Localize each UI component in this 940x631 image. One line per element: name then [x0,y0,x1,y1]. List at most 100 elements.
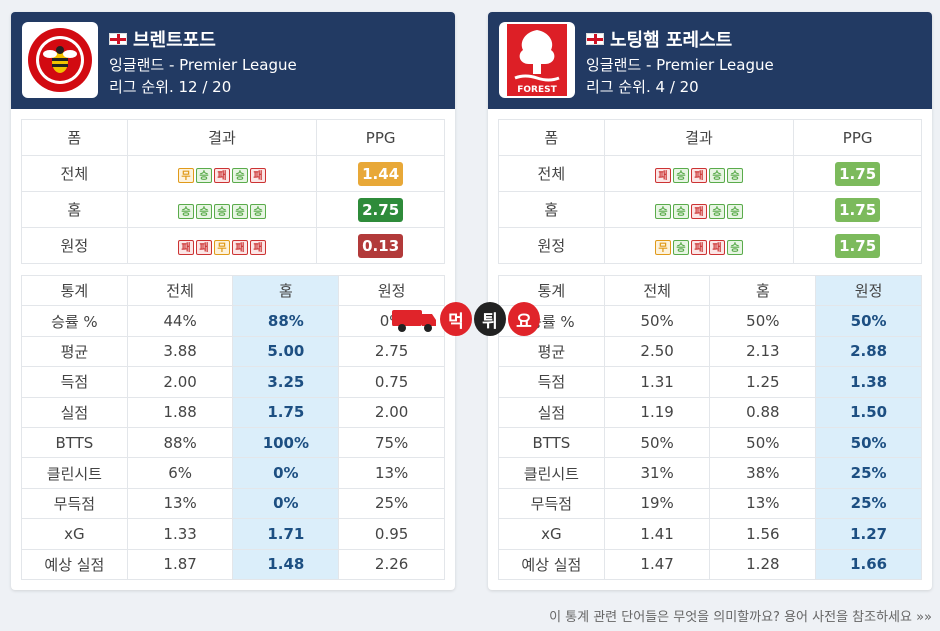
result-badge: 승 [195,167,212,183]
stats-value: 1.38 [815,366,922,398]
stats-value: 2.50 [603,335,711,368]
stats-label: 무득점 [498,487,605,520]
stats-value: 19% [603,487,711,520]
stats-value: 5.00 [232,335,340,368]
england-flag-icon [586,33,604,45]
truck-icon [390,304,438,334]
stats-value: 44% [126,305,234,337]
stats-value: 2.00 [338,396,445,428]
stats-value: 3.88 [126,335,234,368]
stats-row: xG 1.41 1.56 1.27 [498,518,922,550]
stats-value: 13% [709,487,817,520]
stats-label: 무득점 [21,487,128,520]
stats-row: BTTS 50% 50% 50% [498,426,922,459]
stats-label: 득점 [21,366,128,398]
stats-label: 예상 실점 [21,548,128,580]
ppg-badge: 1.75 [835,197,881,222]
result-badge: 승 [177,203,194,219]
stats-label: 승률 % [21,305,128,337]
stats-row: 승률 % 50% 50% 50% [498,305,922,337]
result-badge: 승 [654,203,671,219]
result-badge: 승 [708,203,725,219]
team-header: 브렌트포드 잉글랜드 - Premier League 리그 순위. 12 / … [11,12,455,109]
stats-label: 실점 [21,396,128,428]
stats-row: 클린시트 6% 0% 13% [21,457,445,489]
stats-label: 득점 [498,366,605,398]
stats-row: BTTS 88% 100% 75% [21,426,445,459]
nottingham-forest-logo: FOREST [499,22,575,98]
stats-value: 50% [815,426,922,459]
result-badge: 승 [249,203,266,219]
stats-value: 1.75 [232,396,340,428]
stats-value: 50% [815,305,922,337]
team-name[interactable]: 브렌트포드 [109,26,216,52]
result-badge: 승 [672,203,689,219]
result-badge: 승 [231,203,248,219]
form-row-label: 전체 [498,155,605,192]
result-badge: 무 [654,239,671,255]
glossary-link[interactable]: 이 통계 관련 단어들은 무엇을 의미할까요? 용어 사전을 참조하세요 »» [549,610,932,625]
stats-value: 25% [338,487,445,520]
stats-value: 100% [232,426,340,459]
result-badge: 승 [726,239,743,255]
form-row-label: 홈 [498,191,605,228]
stats-value: 75% [338,426,445,459]
stats-label: 클린시트 [498,457,605,489]
stats-value: 1.27 [815,518,922,550]
stats-label: 평균 [498,335,605,368]
form-header-form: 폼 [498,119,605,156]
stats-value: 1.56 [709,518,817,550]
form-header-ppg: PPG [316,119,445,156]
stats-value: 1.47 [603,548,711,580]
stats-row: 득점 2.00 3.25 0.75 [21,366,445,398]
stats-value: 2.88 [815,335,922,368]
brentford-logo [22,22,98,98]
ppg-badge: 2.75 [358,197,404,222]
form-header-result: 결과 [603,119,795,156]
result-badge: 패 [231,239,248,255]
result-badge: 승 [213,203,230,219]
result-badge: 승 [708,167,725,183]
stats-value: 50% [603,426,711,459]
team-league: 잉글랜드 - Premier League [109,56,297,74]
result-badge: 패 [177,239,194,255]
stats-value: 1.31 [603,366,711,398]
ppg-badge: 0.13 [358,233,404,258]
result-badge: 패 [213,167,230,183]
stats-value: 1.19 [603,396,711,428]
watermark-char: 튀 [474,302,506,336]
watermark-char: 먹 [440,302,472,336]
stats-value: 1.50 [815,396,922,428]
stats-row: 예상 실점 1.47 1.28 1.66 [498,548,922,580]
result-badge: 패 [690,167,707,183]
result-badge: 승 [231,167,248,183]
stats-value: 50% [709,305,817,337]
stats-header: 통계 [21,274,128,307]
form-row-label: 홈 [21,191,128,228]
team-rank: 리그 순위. 4 / 20 [586,78,699,96]
form-header-ppg: PPG [793,119,922,156]
team-header: FOREST 노팅햄 포레스트 잉글랜드 - Premier League 리그… [488,12,932,109]
stats-value: 0% [232,457,340,489]
stats-row: 무득점 13% 0% 25% [21,487,445,520]
team-name[interactable]: 노팅햄 포레스트 [586,26,732,52]
stats-value: 1.41 [603,518,711,550]
result-badge: 패 [249,239,266,255]
stats-row: 평균 2.50 2.13 2.88 [498,335,922,368]
ppg-badge: 1.44 [358,161,404,186]
stats-header: 홈 [709,274,817,307]
stats-value: 1.66 [815,548,922,580]
stats-label: xG [498,518,605,550]
form-row-label: 원정 [21,227,128,264]
stats-value: 2.00 [126,366,234,398]
stats-label: 클린시트 [21,457,128,489]
